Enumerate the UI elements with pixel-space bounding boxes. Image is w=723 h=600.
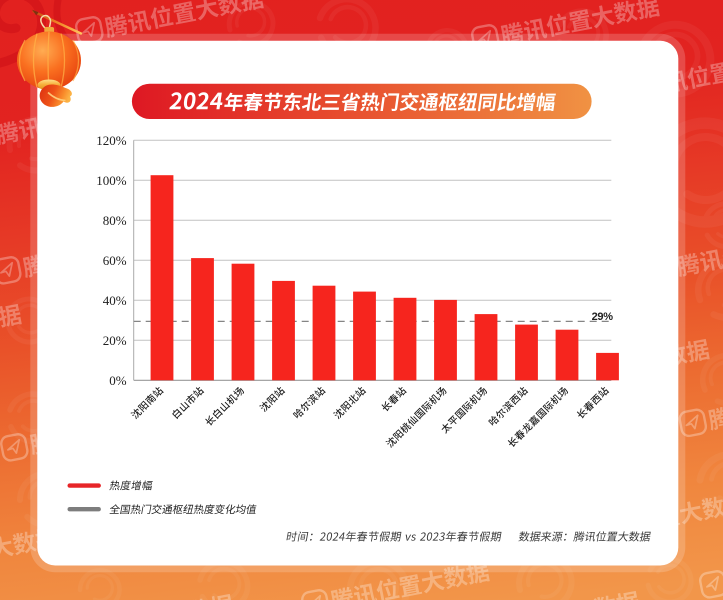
svg-text:29%: 29% — [592, 311, 614, 323]
svg-text:0%: 0% — [109, 373, 127, 388]
svg-text:100%: 100% — [96, 173, 127, 188]
svg-text:80%: 80% — [103, 213, 127, 228]
svg-text:120%: 120% — [96, 133, 127, 148]
svg-text:60%: 60% — [103, 253, 127, 268]
svg-text:40%: 40% — [103, 293, 127, 308]
svg-text:20%: 20% — [103, 333, 127, 348]
